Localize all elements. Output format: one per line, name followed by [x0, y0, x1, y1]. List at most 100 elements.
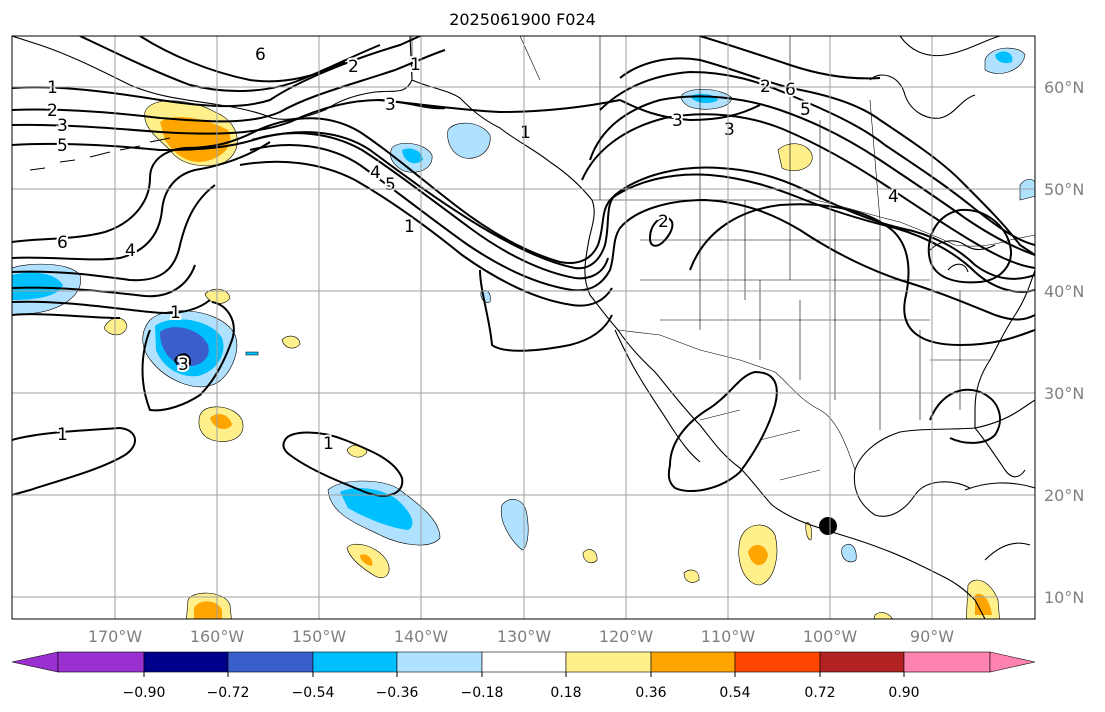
- coastlines: [12, 36, 1035, 619]
- contour-label: 6: [255, 45, 266, 65]
- contour-1-lowcenter: [141, 301, 235, 412]
- contour-label: 4: [888, 187, 899, 207]
- florida: [974, 427, 1026, 478]
- negative-anomaly-bc-coast: [447, 122, 491, 159]
- contour-label: 5: [57, 136, 68, 156]
- central-america: [984, 542, 1031, 561]
- contour-3-west: [12, 184, 216, 282]
- contour-label: 2: [658, 212, 669, 232]
- colorbar-tick-label: 0.54: [719, 685, 750, 701]
- colorbar-segment: [819, 651, 905, 673]
- contour-label: 1: [170, 303, 181, 323]
- colorbar-tick-label: −0.72: [207, 685, 250, 701]
- contour-5-north: [12, 131, 1035, 280]
- map-title: 2025061900 F024: [449, 10, 596, 29]
- positive-anomaly-small-3: [281, 335, 301, 349]
- contour-ridge-1: [249, 144, 1035, 321]
- colorbar-extend-right: [989, 651, 1036, 673]
- longitude-labels: 170°W 160°W 150°W 140°W 130°W 120°W 110°…: [88, 627, 954, 646]
- colorbar-labels: −0.90 −0.72 −0.54 −0.36 −0.18 0.18 0.36 …: [123, 685, 920, 701]
- hudson-bay: [869, 74, 976, 119]
- colorbar-tick-label: −0.18: [461, 685, 504, 701]
- positive-anomaly-canada: [777, 143, 813, 172]
- alaska-coast: [12, 36, 413, 120]
- colorbar-tick-label: 0.72: [804, 685, 835, 701]
- location-marker: [819, 517, 837, 535]
- colorbar-segment: [227, 651, 314, 673]
- colorbar-tick-label: 0.90: [888, 685, 919, 701]
- positive-anomaly-small-6: [683, 569, 700, 583]
- map-frame: [11, 35, 1036, 620]
- contour-label: 1: [323, 434, 334, 454]
- positive-anomaly-small-7: [805, 522, 812, 541]
- yucatan: [853, 469, 971, 517]
- lon-tick-label: 110°W: [701, 627, 756, 646]
- negative-anomaly-core: [160, 327, 209, 367]
- contour-label: 1: [410, 55, 421, 75]
- gulf-of-mexico-coast: [854, 399, 1035, 471]
- contour-ridge-2: [251, 132, 609, 280]
- anomaly-fills: [12, 47, 1035, 619]
- contour-7-west: [12, 313, 121, 319]
- lon-tick-label: 130°W: [497, 627, 552, 646]
- colorbar-segment: [650, 651, 736, 673]
- lat-tick-label: 30°N: [1044, 384, 1084, 403]
- aleutians: [29, 137, 171, 171]
- contour-1-central: [479, 269, 613, 352]
- latitude-labels: 60°N 50°N 40°N 30°N 20°N 10°N: [1044, 78, 1084, 607]
- colorbar-tick-label: −0.36: [376, 685, 419, 701]
- mexico-states: [699, 409, 821, 481]
- negative-anomaly-east-pacific: [500, 498, 529, 551]
- lat-tick-label: 50°N: [1044, 180, 1084, 199]
- colorbar-segment: [903, 651, 991, 673]
- contour-label: 2: [348, 57, 359, 77]
- colorbar-segment: [143, 651, 229, 673]
- colorbar-segment: [396, 651, 483, 673]
- us-mexico-border: [617, 329, 856, 471]
- contour-large-us-loop: [689, 203, 1035, 347]
- contour-3-east: [619, 99, 761, 122]
- colorbar-extend-left: [11, 651, 59, 673]
- colorbar-tick-label: −0.90: [123, 685, 166, 701]
- contour-ridge-3: [239, 160, 613, 307]
- contour-label: 6: [57, 233, 68, 253]
- contour-1-hawaii: [282, 431, 404, 497]
- contour-1-mexico: [667, 370, 778, 492]
- contour-label: 5: [385, 175, 396, 195]
- contour-2-west: [12, 264, 196, 298]
- contour-label: 3: [385, 95, 396, 115]
- contour-label: 4: [125, 241, 136, 261]
- contour-label: 1: [404, 217, 415, 237]
- lat-tick-label: 40°N: [1044, 282, 1084, 301]
- colorbar: [11, 651, 1036, 677]
- lon-tick-label: 150°W: [292, 627, 347, 646]
- us-state-lines: [640, 200, 990, 430]
- contour-2-north: [12, 49, 446, 123]
- negative-anomaly-small-2: [841, 544, 857, 563]
- colorbar-segment: [734, 651, 821, 673]
- lon-tick-label: 90°W: [910, 627, 954, 646]
- contour-1-west: [12, 299, 211, 315]
- colorbar-segment: [57, 651, 145, 673]
- contour-label: 3: [672, 111, 683, 131]
- cuba: [964, 482, 1035, 491]
- north-america-west-coast: [409, 36, 986, 619]
- negative-anomaly-small-3: [245, 351, 259, 356]
- contour-label: 1: [520, 123, 531, 143]
- lat-tick-label: 20°N: [1044, 486, 1084, 505]
- contour-label: 3: [57, 116, 68, 136]
- contour-label: 3: [724, 120, 735, 140]
- contour-2-us-loop: [648, 216, 674, 247]
- contour-canada-north-3: [589, 95, 1035, 256]
- colorbar-tick-label: −0.54: [292, 685, 335, 701]
- colorbar-segment: [565, 651, 652, 673]
- graticule: [12, 36, 1035, 619]
- positive-anomaly-small-5: [582, 549, 598, 564]
- colorbar-segment: [312, 651, 398, 673]
- contour-east-loop: [927, 208, 1012, 284]
- contour-labels: 1 2 3 5 6 4 1 1 2 3 1 6 5 4 3 2 1 1 2 3 …: [45, 43, 901, 456]
- positive-anomaly-small-8: [873, 612, 893, 619]
- positive-anomaly-small-4: [346, 444, 368, 458]
- lon-tick-label: 160°W: [190, 627, 245, 646]
- colorbar-tick-label: 0.18: [550, 685, 581, 701]
